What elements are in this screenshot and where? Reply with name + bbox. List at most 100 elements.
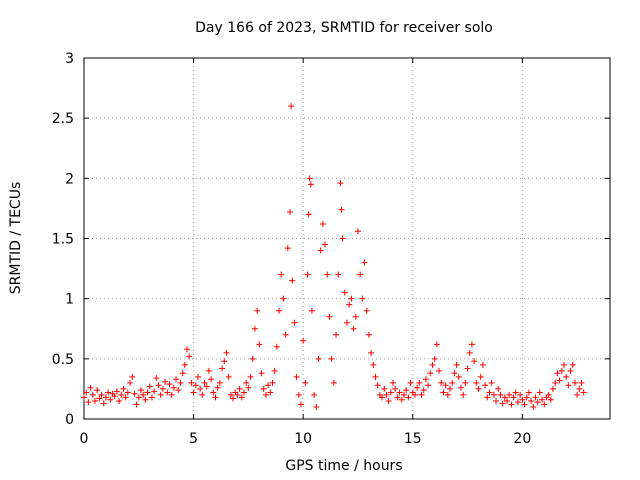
data-point xyxy=(471,358,478,365)
y-axis-label: SRMTID / TECUs xyxy=(8,182,24,295)
data-point xyxy=(416,379,423,386)
data-point xyxy=(216,379,223,386)
data-point xyxy=(181,361,188,368)
data-point xyxy=(96,395,103,402)
data-point xyxy=(118,391,125,398)
data-point xyxy=(227,391,234,398)
data-point xyxy=(338,206,345,213)
data-point xyxy=(315,355,322,362)
data-point xyxy=(295,391,302,398)
data-point xyxy=(405,394,412,401)
data-point xyxy=(532,394,539,401)
data-point xyxy=(157,391,164,398)
data-point xyxy=(508,401,515,408)
data-point xyxy=(517,391,524,398)
data-point xyxy=(81,394,87,401)
data-point xyxy=(197,385,204,392)
data-point xyxy=(140,391,147,398)
data-point xyxy=(148,394,155,401)
data-point xyxy=(269,379,276,386)
data-point xyxy=(576,385,583,392)
data-point xyxy=(284,245,291,252)
data-point xyxy=(168,391,175,398)
data-point xyxy=(462,379,469,386)
data-point xyxy=(495,385,502,392)
data-point xyxy=(521,401,528,408)
data-point xyxy=(127,379,134,386)
data-point xyxy=(122,394,129,401)
data-point xyxy=(565,382,572,389)
data-point xyxy=(190,389,197,396)
y-tick-label: 1.5 xyxy=(52,232,74,248)
data-point xyxy=(186,353,193,360)
data-point xyxy=(363,307,370,314)
data-point xyxy=(267,389,274,396)
data-point xyxy=(339,235,346,242)
data-point xyxy=(289,277,296,284)
data-point xyxy=(383,391,390,398)
x-tick-label: 10 xyxy=(294,431,312,447)
data-point xyxy=(179,370,186,377)
data-point xyxy=(528,397,535,404)
data-point xyxy=(558,367,565,374)
data-point xyxy=(98,391,105,398)
data-point xyxy=(142,396,149,403)
data-point xyxy=(236,385,243,392)
data-point xyxy=(89,391,96,398)
x-tick-label: 20 xyxy=(513,431,531,447)
data-point xyxy=(254,307,261,314)
data-point xyxy=(392,385,399,392)
data-point xyxy=(313,403,320,410)
data-point xyxy=(243,379,250,386)
data-point xyxy=(166,381,173,388)
data-point xyxy=(300,337,307,344)
data-point xyxy=(225,373,232,380)
data-point xyxy=(387,389,394,396)
data-point xyxy=(293,373,300,380)
data-point xyxy=(203,383,210,390)
data-point xyxy=(199,391,206,398)
data-point xyxy=(475,385,482,392)
data-point xyxy=(87,384,94,391)
data-point xyxy=(133,401,140,408)
data-point xyxy=(453,361,460,368)
data-point xyxy=(317,247,324,254)
data-point xyxy=(258,370,265,377)
data-point xyxy=(170,384,177,391)
data-point xyxy=(556,377,563,384)
data-point xyxy=(271,367,278,374)
data-point xyxy=(429,361,436,368)
data-point xyxy=(368,349,375,356)
data-point xyxy=(560,361,567,368)
data-point xyxy=(488,379,495,386)
data-point xyxy=(510,394,517,401)
data-point xyxy=(100,400,107,407)
data-point xyxy=(451,370,458,377)
data-point xyxy=(214,384,221,391)
data-point xyxy=(484,394,491,401)
data-point xyxy=(414,384,421,391)
data-point xyxy=(221,358,228,365)
data-point xyxy=(464,365,471,372)
data-point xyxy=(107,396,114,403)
data-point xyxy=(319,221,326,228)
data-point xyxy=(341,289,348,296)
data-point xyxy=(506,391,513,398)
data-point xyxy=(460,391,467,398)
data-point xyxy=(398,396,405,403)
data-point xyxy=(137,387,144,394)
data-point xyxy=(539,396,546,403)
data-point xyxy=(245,384,252,391)
data-point xyxy=(449,379,456,386)
data-point xyxy=(288,103,295,110)
data-point xyxy=(519,396,526,403)
data-point xyxy=(482,382,489,389)
data-point xyxy=(574,391,581,398)
data-point xyxy=(425,382,432,389)
data-point xyxy=(276,307,283,314)
data-point xyxy=(567,367,574,374)
data-point xyxy=(427,370,434,377)
data-point xyxy=(175,387,182,394)
data-point xyxy=(305,211,312,218)
data-point xyxy=(418,391,425,398)
